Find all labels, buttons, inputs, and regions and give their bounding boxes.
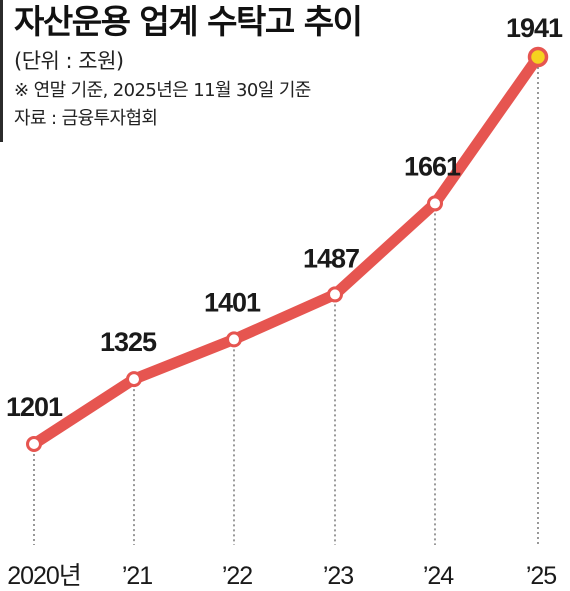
x-tick-label: ’24 <box>423 562 454 590</box>
x-tick-label: 2020년 <box>7 562 81 590</box>
series-line <box>28 51 544 450</box>
data-point-3 <box>327 286 343 303</box>
value-label: 1941 <box>506 13 563 43</box>
value-label: 1487 <box>303 243 359 273</box>
value-label: 1325 <box>100 327 157 357</box>
value-label: 1201 <box>6 392 63 422</box>
x-tick-label: ’21 <box>122 562 152 590</box>
x-tick-label: ’22 <box>222 562 252 590</box>
footnote: ※ 연말 기준, 2025년은 11월 30일 기준 <box>14 80 311 101</box>
source-label: 자료 : 금융투자협회 <box>14 108 158 129</box>
data-point-4 <box>427 195 443 212</box>
x-tick-label: ’25 <box>526 562 556 590</box>
data-point-0 <box>26 436 42 452</box>
unit-label: (단위 : 조원) <box>14 49 124 73</box>
value-label: 1661 <box>404 151 461 181</box>
data-point-1 <box>126 371 142 388</box>
highlight-point <box>527 46 549 68</box>
chart-title: 자산운용 업계 수탁고 추이 <box>14 2 363 41</box>
value-label: 1401 <box>204 287 261 317</box>
data-point-2 <box>226 331 242 348</box>
x-tick-label: ’23 <box>323 562 353 590</box>
left-accent-rule <box>0 0 3 142</box>
chart-header: 자산운용 업계 수탁고 추이 (단위 : 조원) ※ 연말 기준, 2025년은… <box>14 0 363 130</box>
